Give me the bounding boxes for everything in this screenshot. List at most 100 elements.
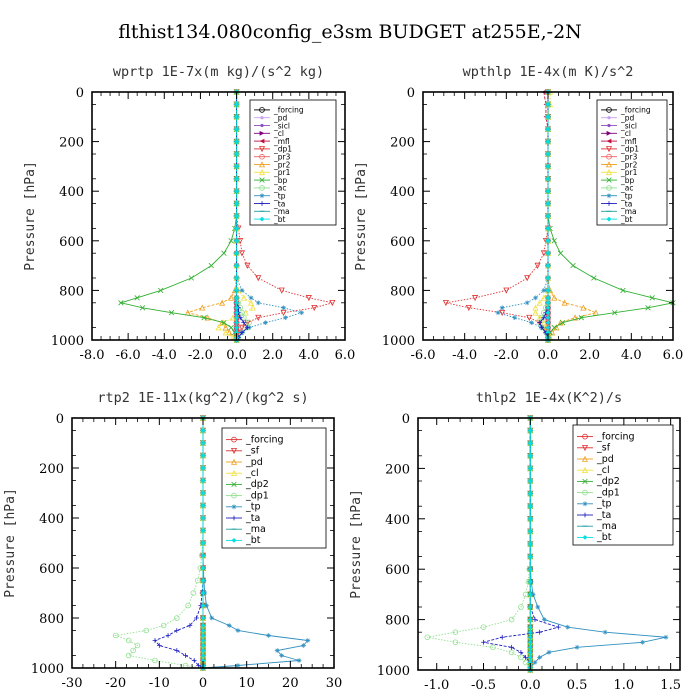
data-point (200, 428, 206, 433)
data-point (545, 114, 551, 120)
data-point (527, 566, 533, 572)
legend-marker (581, 466, 589, 473)
data-point (266, 633, 271, 638)
data-point (157, 287, 164, 294)
data-point (279, 653, 284, 658)
legend-entry: _ma (601, 207, 637, 216)
data-point (200, 503, 206, 508)
legend-label: _cl (620, 129, 631, 138)
x-tick-label: -30 (62, 676, 83, 691)
data-point (481, 639, 486, 645)
legend-label: _sicl (620, 121, 637, 130)
x-tick-label: 1.5 (660, 678, 681, 693)
data-point (200, 638, 206, 643)
series-tp (495, 89, 551, 343)
legend-entry: _bt (226, 535, 261, 546)
legend-label: _forcing (596, 431, 635, 442)
legend-marker (231, 436, 237, 443)
data-point (551, 238, 557, 244)
data-point (480, 624, 487, 630)
legend-entry: _sf (226, 446, 260, 457)
legend-entry: _mfl (254, 137, 290, 146)
series-line (236, 92, 304, 341)
y-tick-label: 200 (385, 462, 410, 477)
data-point (545, 102, 551, 107)
legend-entry: _sf (577, 443, 611, 454)
y-tick-label: 600 (59, 235, 84, 250)
series-bp (118, 89, 240, 343)
data-point (551, 294, 558, 301)
data-point (537, 320, 543, 326)
legend-label: _pd (245, 457, 263, 468)
data-point (235, 628, 241, 633)
legend-marker (231, 492, 237, 499)
x-tick-label: -2.0 (188, 348, 213, 363)
data-point (545, 164, 551, 169)
legend-marker (259, 193, 265, 199)
data-point (234, 300, 239, 306)
data-point (540, 250, 547, 257)
data-point (234, 305, 239, 311)
legend-entry: _pd (226, 457, 263, 468)
legend-marker (607, 123, 611, 128)
y-tick-label: 0 (56, 412, 64, 427)
legend-label: _bp (620, 176, 635, 185)
data-point (240, 294, 247, 301)
legend: _forcing_sf_pd_cl_dp2_dp1_tp_ta_ma_bt (572, 424, 674, 546)
data-point (524, 275, 531, 282)
data-point (200, 615, 206, 621)
series-pr2 (184, 88, 240, 343)
legend-entry: _forcing (226, 434, 284, 445)
legend-marker (231, 481, 237, 488)
data-point (527, 466, 533, 471)
legend-marker (605, 161, 613, 168)
x-tick-label: -1.0 (424, 678, 449, 693)
data-point (527, 529, 533, 534)
legend-entry: _cl (254, 129, 284, 138)
data-point (545, 238, 551, 244)
legend-label: _ac (273, 184, 286, 193)
data-point (527, 604, 533, 610)
panel-title: wprtp 1E-7x(m kg)/(s^2 kg) (113, 64, 324, 80)
legend-label: _forcing (245, 434, 284, 445)
data-point (524, 300, 530, 306)
data-point (527, 440, 533, 446)
legend-marker (606, 138, 612, 144)
data-point (226, 329, 233, 336)
plot-frame (417, 417, 681, 671)
data-point (527, 478, 533, 484)
data-point (527, 579, 533, 585)
x-tick-label: -4.0 (452, 348, 477, 363)
legend-label: _bt (245, 535, 261, 546)
data-point (255, 300, 261, 306)
data-point (228, 238, 234, 244)
data-point (204, 314, 211, 321)
x-tick-label: -4.0 (152, 348, 177, 363)
data-point (200, 628, 206, 633)
data-point (278, 287, 285, 294)
legend-marker (606, 130, 612, 136)
legend-label: _bt (273, 215, 286, 224)
y-tick-label: 800 (59, 284, 84, 299)
data-point (527, 639, 533, 645)
data-point (183, 653, 188, 658)
legend-marker (605, 169, 613, 176)
data-point (200, 440, 206, 446)
legend-marker (259, 216, 265, 222)
data-point (118, 300, 124, 306)
legend: _forcing_sf_pd_cl_dp2_dp1_tp_ta_ma_bt (221, 427, 327, 549)
legend-label: _ta (245, 513, 260, 524)
data-point (152, 638, 158, 643)
panel-4: thlp2 1E-4x(K^2)/s Pressure [hPa] -1.0 -0.5… (349, 390, 681, 693)
data-point (134, 642, 141, 649)
data-point (201, 314, 207, 321)
y-tick-label: 400 (385, 513, 410, 528)
data-point (174, 628, 180, 633)
data-point (527, 503, 533, 509)
data-point (545, 325, 551, 330)
data-point (527, 624, 533, 630)
legend-label: _bp (273, 176, 288, 185)
series-line (119, 92, 238, 340)
series-dp1 (442, 89, 552, 344)
data-point (305, 638, 311, 643)
